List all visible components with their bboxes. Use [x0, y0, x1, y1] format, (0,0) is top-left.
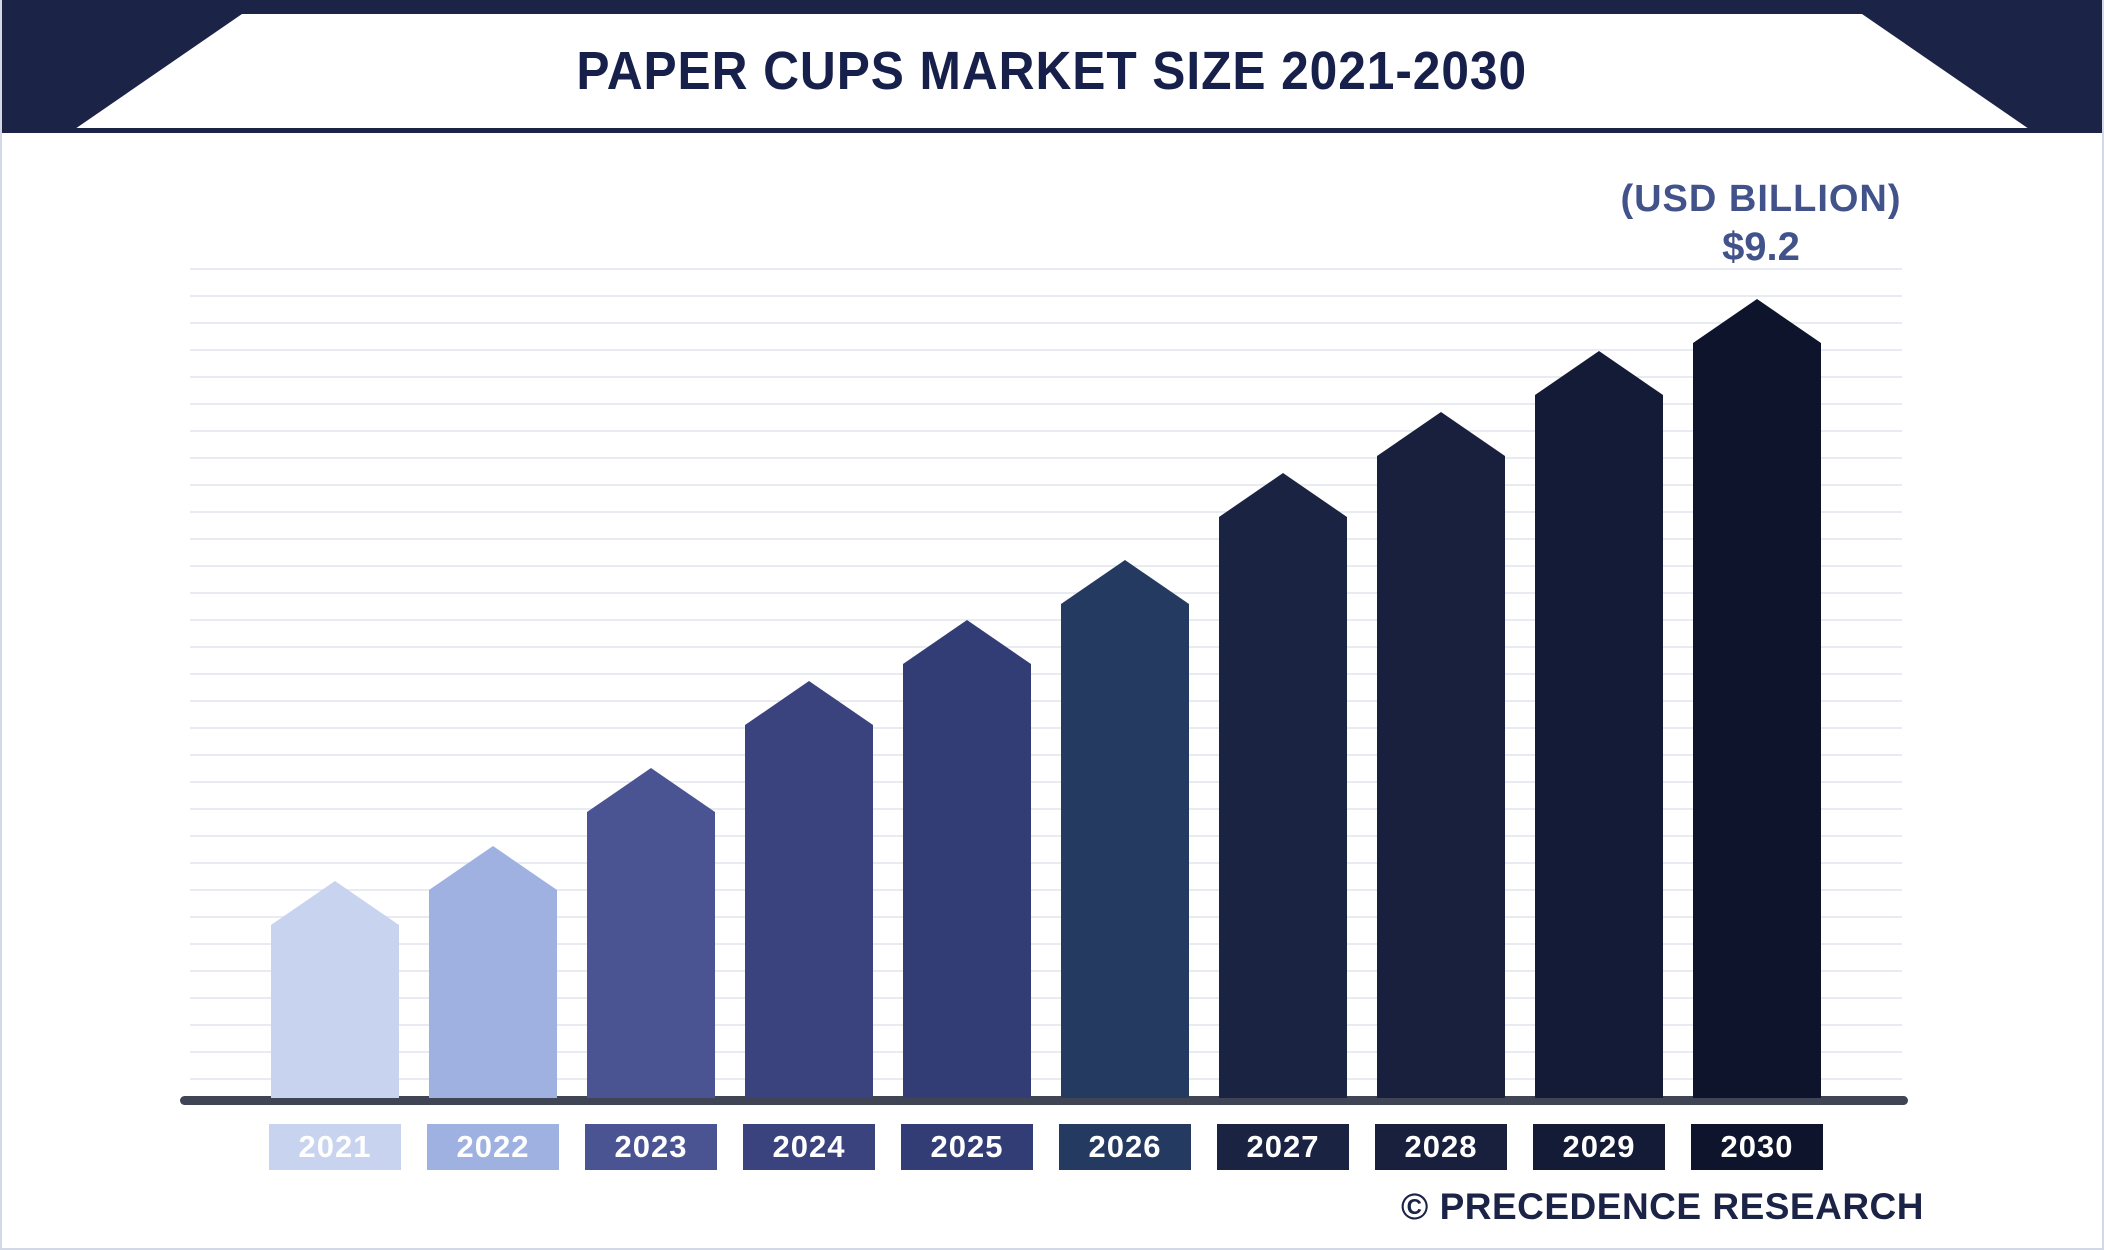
bar-column-2028: 2028 — [1375, 412, 1507, 1170]
title-banner: PAPER CUPS MARKET SIZE 2021-2030 — [2, 14, 2102, 128]
bar-2023 — [587, 768, 715, 1098]
final-value-label: $9.2 — [1722, 225, 1800, 269]
year-label-2029: 2029 — [1533, 1124, 1665, 1170]
x-axis-line — [180, 1096, 1908, 1105]
bar-column-2029: 2029 — [1533, 351, 1665, 1170]
bar-2025 — [903, 620, 1031, 1098]
bar-column-2030: 2030 — [1691, 299, 1823, 1170]
value-annotation: (USD BILLION) $9.2 — [1581, 178, 1941, 270]
bar-column-2025: 2025 — [901, 620, 1033, 1170]
bar-column-2022: 2022 — [427, 846, 559, 1170]
bar-2024 — [745, 681, 873, 1098]
year-label-2030: 2030 — [1691, 1124, 1823, 1170]
year-label-2021: 2021 — [269, 1124, 401, 1170]
year-label-2026: 2026 — [1059, 1124, 1191, 1170]
bar-column-2027: 2027 — [1217, 473, 1349, 1170]
bar-2028 — [1377, 412, 1505, 1098]
year-label-2024: 2024 — [743, 1124, 875, 1170]
bar-2027 — [1219, 473, 1347, 1098]
year-label-2028: 2028 — [1375, 1124, 1507, 1170]
bar-2021 — [271, 881, 399, 1098]
page-title: PAPER CUPS MARKET SIZE 2021-2030 — [576, 41, 1528, 101]
year-label-2023: 2023 — [585, 1124, 717, 1170]
bar-2029 — [1535, 351, 1663, 1098]
year-label-2025: 2025 — [901, 1124, 1033, 1170]
bar-columns: 2021 2022 2023 2024 2025 2026 2027 2028 2029 2030 — [190, 268, 1902, 1170]
header-band: PAPER CUPS MARKET SIZE 2021-2030 — [2, 0, 2102, 128]
bar-2030 — [1693, 299, 1821, 1098]
bar-column-2024: 2024 — [743, 681, 875, 1170]
bar-column-2023: 2023 — [585, 768, 717, 1170]
year-label-2027: 2027 — [1217, 1124, 1349, 1170]
bar-2022 — [429, 846, 557, 1098]
bar-column-2026: 2026 — [1059, 560, 1191, 1170]
bar-2026 — [1061, 560, 1189, 1098]
header-divider — [2, 128, 2102, 133]
source-credit: © PRECEDENCE RESEARCH — [1401, 1186, 1924, 1227]
year-label-2022: 2022 — [427, 1124, 559, 1170]
unit-label: (USD BILLION) — [1620, 178, 1902, 220]
bar-column-2021: 2021 — [269, 881, 401, 1170]
